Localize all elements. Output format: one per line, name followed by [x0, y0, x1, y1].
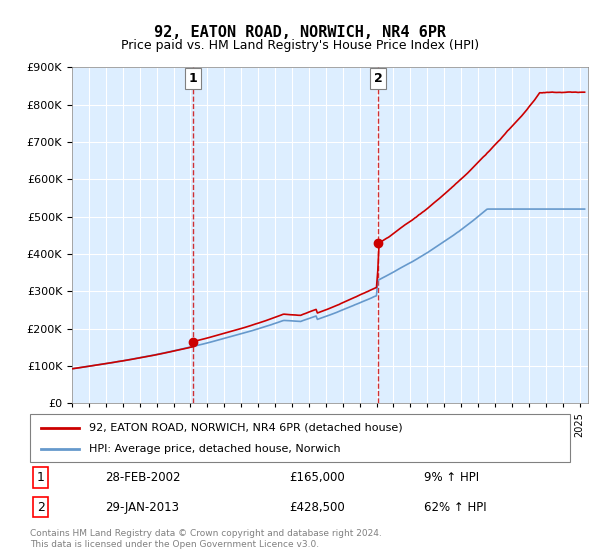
Text: 92, EATON ROAD, NORWICH, NR4 6PR (detached house): 92, EATON ROAD, NORWICH, NR4 6PR (detach…	[89, 423, 403, 433]
Text: 62% ↑ HPI: 62% ↑ HPI	[424, 501, 487, 514]
Text: £165,000: £165,000	[289, 471, 345, 484]
Text: 2: 2	[37, 501, 45, 514]
FancyBboxPatch shape	[30, 414, 570, 462]
Text: Contains HM Land Registry data © Crown copyright and database right 2024.
This d: Contains HM Land Registry data © Crown c…	[30, 529, 382, 549]
Text: 9% ↑ HPI: 9% ↑ HPI	[424, 471, 479, 484]
Text: HPI: Average price, detached house, Norwich: HPI: Average price, detached house, Norw…	[89, 444, 341, 454]
Text: 1: 1	[189, 72, 197, 85]
Text: 28-FEB-2002: 28-FEB-2002	[106, 471, 181, 484]
Text: 2: 2	[374, 72, 382, 85]
Text: 1: 1	[37, 471, 45, 484]
Text: 92, EATON ROAD, NORWICH, NR4 6PR: 92, EATON ROAD, NORWICH, NR4 6PR	[154, 25, 446, 40]
Text: Price paid vs. HM Land Registry's House Price Index (HPI): Price paid vs. HM Land Registry's House …	[121, 39, 479, 52]
Text: 29-JAN-2013: 29-JAN-2013	[106, 501, 179, 514]
Text: £428,500: £428,500	[289, 501, 345, 514]
